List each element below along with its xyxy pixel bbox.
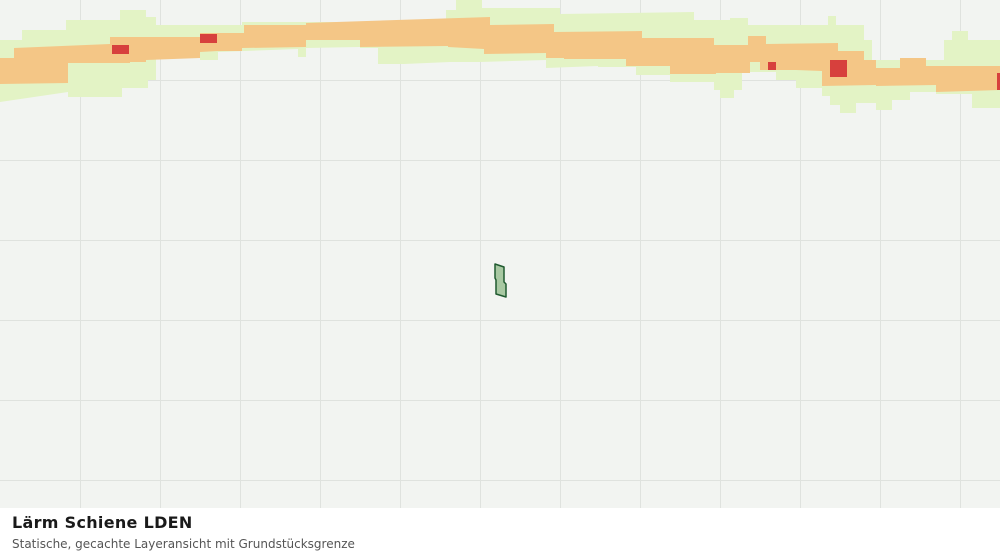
noise-zone-mid [0, 17, 1000, 92]
map [0, 0, 1000, 508]
layer-title: Lärm Schiene LDEN [12, 513, 193, 532]
caption: Lärm Schiene LDEN Statische, gecachte La… [0, 508, 1000, 560]
noise-hotspot [997, 73, 1000, 90]
noise-hotspot [830, 60, 847, 77]
noise-hotspot [768, 62, 776, 70]
noise-hotspot [112, 45, 129, 54]
parcel-boundary [494, 263, 507, 298]
noise-zone-high [112, 34, 1000, 90]
layer-subtitle: Statische, gecachte Layeransicht mit Gru… [12, 537, 355, 551]
noise-hotspot [200, 34, 217, 43]
